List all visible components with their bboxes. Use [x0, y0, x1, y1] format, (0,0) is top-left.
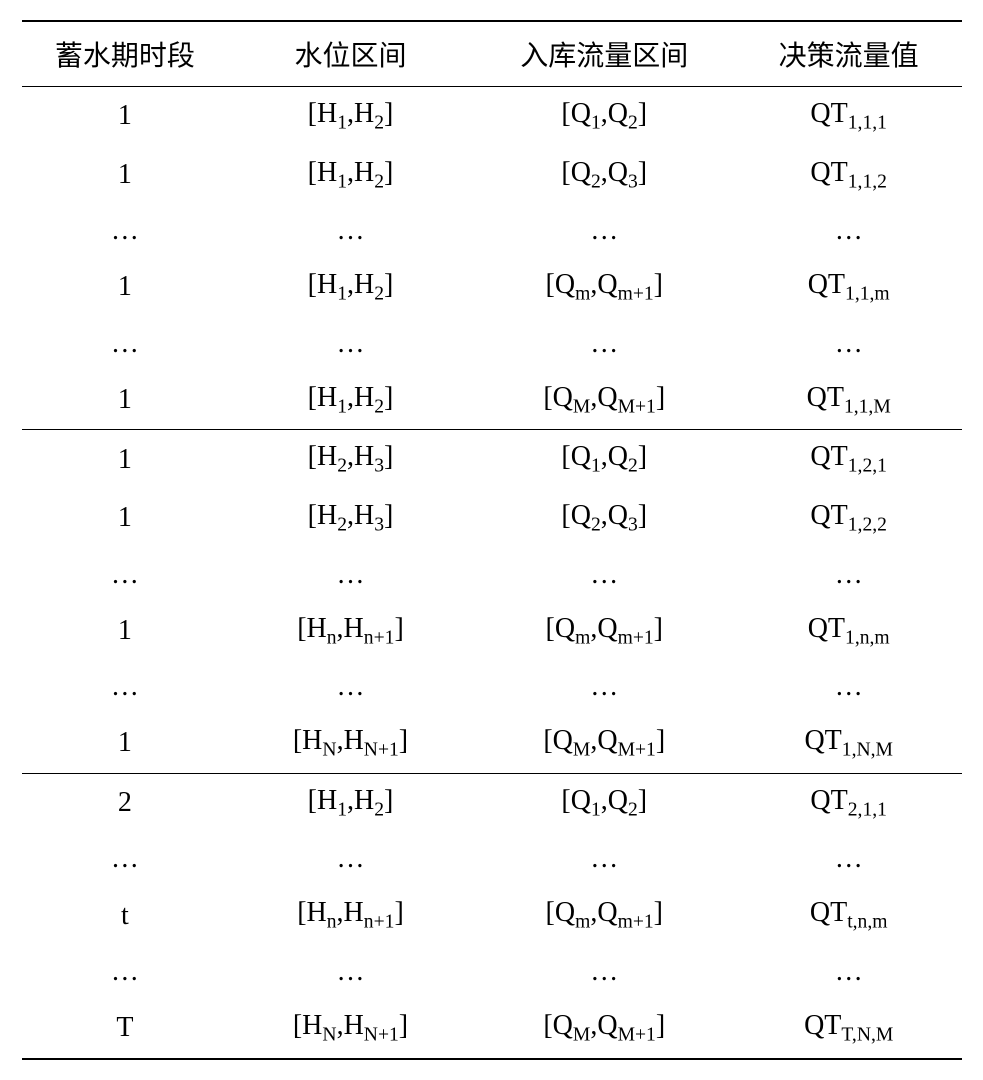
- cell-period: 1: [22, 258, 229, 317]
- table-row: … … … …: [22, 204, 962, 258]
- cell-period: …: [22, 317, 229, 371]
- cell-decision: QT1,2,2: [736, 489, 962, 548]
- cell-period: …: [22, 832, 229, 886]
- cell-inflow: [QM,QM+1]: [473, 371, 736, 430]
- table-row: 1 [HN,HN+1] [QM,QM+1] QT1,N,M: [22, 714, 962, 773]
- cell-decision: …: [736, 548, 962, 602]
- cell-decision: QTt,n,m: [736, 886, 962, 945]
- cell-inflow: …: [473, 317, 736, 371]
- header-period: 蓄水期时段: [22, 21, 229, 87]
- table-row: 1 [H1,H2] [Qm,Qm+1] QT1,1,m: [22, 258, 962, 317]
- cell-decision: QT1,2,1: [736, 430, 962, 489]
- cell-inflow: [Q2,Q3]: [473, 489, 736, 548]
- cell-water-level: …: [228, 945, 472, 999]
- table-row: T [HN,HN+1] [QM,QM+1] QTT,N,M: [22, 999, 962, 1059]
- cell-water-level: …: [228, 204, 472, 258]
- header-decision: 决策流量值: [736, 21, 962, 87]
- cell-water-level: [H2,H3]: [228, 430, 472, 489]
- cell-decision: …: [736, 660, 962, 714]
- cell-inflow: …: [473, 548, 736, 602]
- cell-inflow: [Qm,Qm+1]: [473, 258, 736, 317]
- cell-water-level: …: [228, 660, 472, 714]
- reservoir-decision-table: 蓄水期时段 水位区间 入库流量区间 决策流量值 1 [H1,H2] [Q1,Q2…: [22, 20, 962, 1060]
- cell-period: T: [22, 999, 229, 1059]
- cell-inflow: …: [473, 660, 736, 714]
- table-row: … … … …: [22, 945, 962, 999]
- cell-period: …: [22, 204, 229, 258]
- cell-inflow: [Qm,Qm+1]: [473, 886, 736, 945]
- cell-inflow: …: [473, 945, 736, 999]
- cell-period: 1: [22, 489, 229, 548]
- cell-inflow: …: [473, 204, 736, 258]
- cell-water-level: [H2,H3]: [228, 489, 472, 548]
- header-water-level: 水位区间: [228, 21, 472, 87]
- cell-inflow: [Qm,Qm+1]: [473, 602, 736, 661]
- cell-period: t: [22, 886, 229, 945]
- cell-water-level: …: [228, 548, 472, 602]
- cell-water-level: [H1,H2]: [228, 146, 472, 205]
- cell-period: …: [22, 660, 229, 714]
- cell-inflow: [Q2,Q3]: [473, 146, 736, 205]
- table-row: 1 [H2,H3] [Q1,Q2] QT1,2,1: [22, 430, 962, 489]
- table-body: 1 [H1,H2] [Q1,Q2] QT1,1,1 1 [H1,H2] [Q2,…: [22, 87, 962, 1059]
- table-row: t [Hn,Hn+1] [Qm,Qm+1] QTt,n,m: [22, 886, 962, 945]
- header-inflow: 入库流量区间: [473, 21, 736, 87]
- cell-period: 1: [22, 371, 229, 430]
- table-row: … … … …: [22, 660, 962, 714]
- table-row: 2 [H1,H2] [Q1,Q2] QT2,1,1: [22, 773, 962, 832]
- cell-inflow: [QM,QM+1]: [473, 999, 736, 1059]
- cell-decision: …: [736, 832, 962, 886]
- cell-inflow: …: [473, 832, 736, 886]
- table-row: 1 [H2,H3] [Q2,Q3] QT1,2,2: [22, 489, 962, 548]
- cell-decision: QT1,1,M: [736, 371, 962, 430]
- cell-decision: QT1,1,m: [736, 258, 962, 317]
- cell-period: 1: [22, 146, 229, 205]
- cell-period: 1: [22, 602, 229, 661]
- cell-inflow: [Q1,Q2]: [473, 430, 736, 489]
- cell-decision: QT1,N,M: [736, 714, 962, 773]
- cell-water-level: …: [228, 832, 472, 886]
- cell-water-level: [H1,H2]: [228, 371, 472, 430]
- cell-period: …: [22, 945, 229, 999]
- cell-decision: …: [736, 945, 962, 999]
- table-row: … … … …: [22, 548, 962, 602]
- cell-decision: QT1,n,m: [736, 602, 962, 661]
- cell-decision: QT1,1,1: [736, 87, 962, 146]
- cell-period: 2: [22, 773, 229, 832]
- table-row: … … … …: [22, 832, 962, 886]
- cell-water-level: [Hn,Hn+1]: [228, 602, 472, 661]
- cell-inflow: [QM,QM+1]: [473, 714, 736, 773]
- cell-decision: QT1,1,2: [736, 146, 962, 205]
- cell-water-level: [HN,HN+1]: [228, 999, 472, 1059]
- cell-decision: …: [736, 317, 962, 371]
- header-row: 蓄水期时段 水位区间 入库流量区间 决策流量值: [22, 21, 962, 87]
- table-row: 1 [H1,H2] [QM,QM+1] QT1,1,M: [22, 371, 962, 430]
- cell-water-level: [Hn,Hn+1]: [228, 886, 472, 945]
- cell-decision: …: [736, 204, 962, 258]
- cell-period: …: [22, 548, 229, 602]
- cell-inflow: [Q1,Q2]: [473, 87, 736, 146]
- table-row: 1 [Hn,Hn+1] [Qm,Qm+1] QT1,n,m: [22, 602, 962, 661]
- cell-decision: QTT,N,M: [736, 999, 962, 1059]
- data-table: 蓄水期时段 水位区间 入库流量区间 决策流量值 1 [H1,H2] [Q1,Q2…: [22, 20, 962, 1060]
- table-row: 1 [H1,H2] [Q2,Q3] QT1,1,2: [22, 146, 962, 205]
- table-row: 1 [H1,H2] [Q1,Q2] QT1,1,1: [22, 87, 962, 146]
- table-row: … … … …: [22, 317, 962, 371]
- cell-period: 1: [22, 87, 229, 146]
- cell-water-level: [HN,HN+1]: [228, 714, 472, 773]
- cell-water-level: [H1,H2]: [228, 87, 472, 146]
- cell-water-level: [H1,H2]: [228, 773, 472, 832]
- cell-decision: QT2,1,1: [736, 773, 962, 832]
- cell-period: 1: [22, 714, 229, 773]
- cell-period: 1: [22, 430, 229, 489]
- cell-water-level: …: [228, 317, 472, 371]
- cell-water-level: [H1,H2]: [228, 258, 472, 317]
- cell-inflow: [Q1,Q2]: [473, 773, 736, 832]
